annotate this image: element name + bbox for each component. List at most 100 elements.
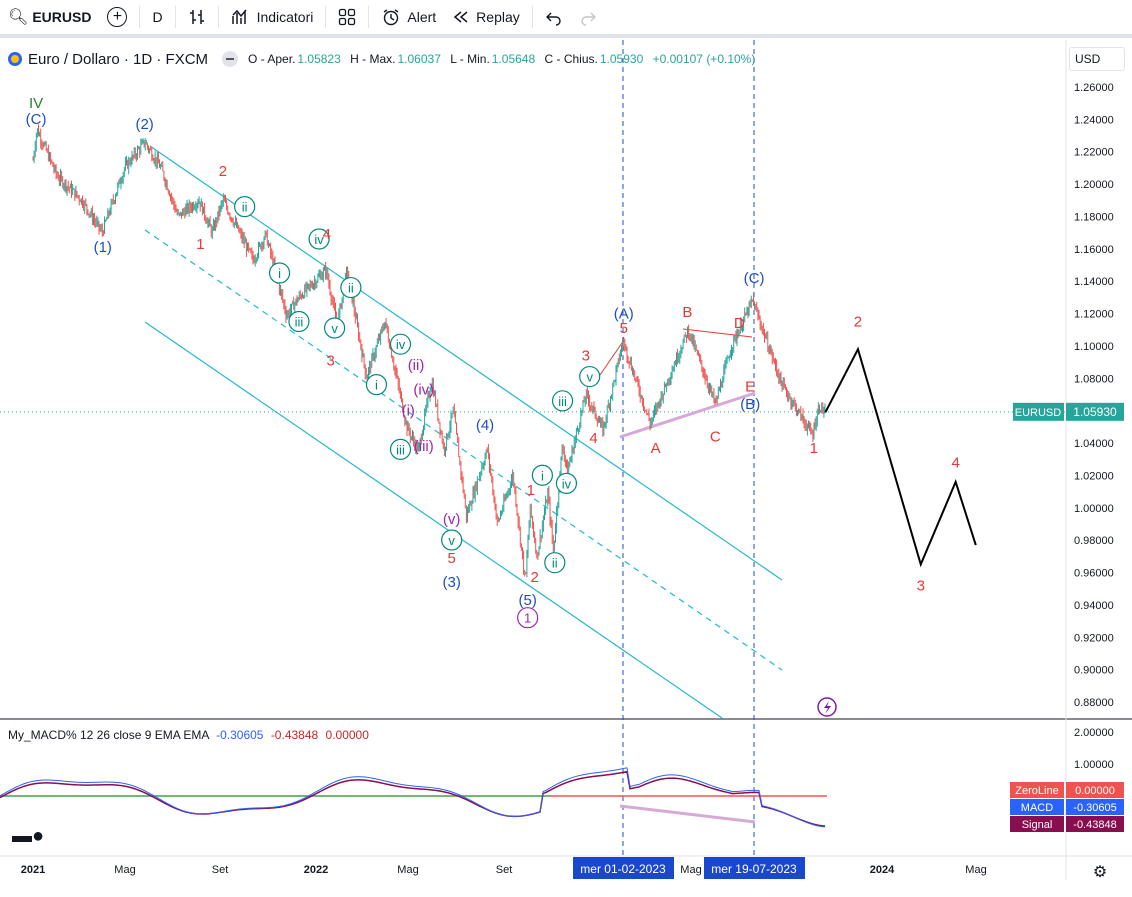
- wave-marker-label: (5): [518, 592, 536, 609]
- toolbar-divider: [325, 6, 327, 28]
- wave-marker-circle: [234, 196, 256, 218]
- layouts-button[interactable]: [330, 0, 364, 34]
- wave-marker-label: D: [734, 315, 745, 332]
- y-tick-label: 0.88000: [1074, 697, 1114, 709]
- price-tag-symbol-bg: [1013, 402, 1064, 421]
- wave-marker-label: B: [682, 304, 692, 321]
- wave-marker-label: 4: [589, 430, 597, 447]
- wave-marker-label: (i): [402, 403, 415, 420]
- wave-marker-label: 2: [219, 163, 227, 180]
- macd-divergence-line: [619, 804, 756, 824]
- price-tag-symbol: EURUSD: [1015, 407, 1062, 419]
- wave-marker-label: 4: [323, 226, 331, 243]
- wave-marker-circle: [308, 228, 330, 250]
- wave-marker-circle: [517, 607, 539, 629]
- wave-marker-circle: [389, 438, 412, 460]
- macd-tag-name-bg: [1010, 816, 1064, 832]
- macd-y-tick: 1.00000: [1074, 759, 1114, 771]
- wave-marker-label: iv: [562, 476, 572, 491]
- replay-button[interactable]: Replay: [444, 0, 528, 34]
- macd-value-1: -0.30605: [216, 728, 264, 742]
- macd-tag-value-bg: [1066, 799, 1124, 815]
- wave-marker-label: 3: [327, 352, 335, 369]
- y-tick-label: 1.04000: [1074, 438, 1114, 450]
- y-tick-label: 1.16000: [1074, 244, 1114, 256]
- wave-marker-label: (ii): [408, 357, 425, 374]
- wave-marker-label: (C): [26, 111, 47, 128]
- symbol-flag-icon: [8, 52, 22, 66]
- channel-mid-line: [144, 229, 783, 671]
- y-tick-label: 1.00000: [1074, 503, 1114, 515]
- triangle-lower-line: [619, 391, 756, 439]
- macd-tag-name-bg: [1010, 799, 1064, 815]
- redo-icon: [581, 12, 596, 26]
- wave-marker-label: 2: [530, 569, 538, 586]
- indicators-button[interactable]: Indicatori: [223, 0, 322, 34]
- wave-marker-label: iv: [396, 337, 406, 352]
- wave-marker-label: ii: [552, 556, 558, 571]
- high-value: 1.06037: [397, 52, 441, 66]
- wave-marker-circle: [531, 464, 554, 486]
- interval-button[interactable]: D: [144, 0, 170, 34]
- undo-button[interactable]: [537, 0, 571, 34]
- undo-icon: [545, 12, 561, 26]
- wave-marker-circle: [544, 552, 566, 574]
- x-tick-label: Set: [212, 864, 229, 876]
- add-symbol-button[interactable]: +: [99, 0, 135, 34]
- redo-button[interactable]: [571, 0, 605, 34]
- wave-marker-label: 5: [448, 550, 456, 567]
- wave-marker-label: IV: [29, 95, 43, 112]
- toolbar-divider: [174, 6, 176, 28]
- x-tick-label: Mag: [680, 864, 701, 876]
- wave-marker-circle: [441, 529, 463, 551]
- macd-tag-name: Signal: [1022, 819, 1053, 831]
- alarm-clock-icon: [383, 9, 399, 26]
- y-tick-label: 1.08000: [1074, 373, 1114, 385]
- macd-label: My_MACD% 12 26 close 9 EMA EMA: [8, 728, 209, 742]
- y-tick-label: 1.02000: [1074, 470, 1114, 482]
- macd-value-3: 0.00000: [325, 728, 369, 742]
- chart-legend: Euro / Dollaro · 1D · FXCM O - Aper. 1.05…: [8, 48, 761, 70]
- symbol-search-button[interactable]: 🔍︎ EURUSD: [0, 0, 99, 34]
- wave-marker-label: v: [331, 321, 338, 336]
- wave-marker-label: (2): [135, 116, 153, 133]
- y-tick-label: 1.24000: [1074, 114, 1114, 126]
- wave-marker-label: 4: [951, 454, 959, 471]
- interval-label: D: [152, 9, 163, 25]
- wave-marker-circle: [365, 374, 388, 396]
- wave-marker-label: v: [586, 370, 593, 385]
- wave-marker-circle: [389, 333, 412, 355]
- y-tick-label: 0.96000: [1074, 568, 1114, 580]
- indicators-label: Indicatori: [256, 9, 314, 25]
- alert-button[interactable]: Alert: [373, 0, 444, 34]
- chart-type-button[interactable]: [180, 0, 214, 34]
- y-tick-label: 1.10000: [1074, 341, 1114, 353]
- macd-line: [0, 767, 826, 828]
- currency-selector[interactable]: USD: [1069, 47, 1125, 71]
- price-tag-value-bg: [1066, 402, 1124, 421]
- signal-line: [0, 770, 826, 827]
- top-toolbar: 🔍︎ EURUSD + D Indicatori: [0, 0, 1132, 38]
- wave-marker-circle: [579, 365, 601, 388]
- wave-marker-label: (4): [476, 417, 494, 434]
- open-key: O - Aper.: [248, 52, 296, 66]
- macd-y-tick: 2.00000: [1074, 727, 1114, 739]
- x-tick-label: Mag: [965, 864, 986, 876]
- x-tick-label: Mag: [114, 864, 135, 876]
- close-key: C - Chius.: [544, 52, 598, 66]
- wave-marker-circle: [288, 310, 310, 333]
- projection-path: [824, 346, 977, 568]
- high-key: H - Max.: [350, 52, 396, 66]
- wave-marker-label: i: [278, 266, 281, 281]
- legend-toggle-button[interactable]: [222, 51, 239, 67]
- wave-marker-label: 2: [854, 314, 862, 331]
- wave-marker-label: A: [651, 440, 661, 457]
- wave-marker-label: iii: [295, 315, 304, 330]
- wave-marker-label: i: [375, 378, 378, 393]
- wave-marker-label: ii: [242, 200, 248, 215]
- wave-marker-label: 1: [810, 440, 818, 457]
- y-tick-label: 1.14000: [1074, 276, 1114, 288]
- toolbar-divider: [368, 6, 370, 28]
